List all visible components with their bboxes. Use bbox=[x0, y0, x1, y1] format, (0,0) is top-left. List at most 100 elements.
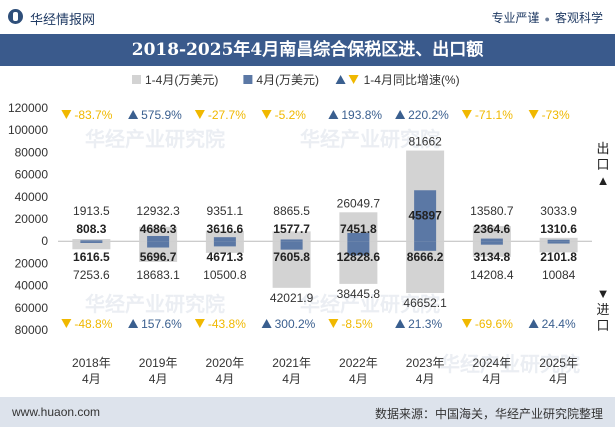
export-growth-item: -71.1% bbox=[461, 108, 513, 122]
import-month-bar bbox=[414, 241, 437, 251]
export-month-label: 7451.8 bbox=[340, 222, 377, 236]
import-cumulative-label: 42021.9 bbox=[270, 291, 314, 305]
x-tick-label: 2021年 4月 bbox=[272, 356, 311, 386]
import-month-label: 5696.7 bbox=[140, 250, 177, 264]
y-tick-label: 0 bbox=[41, 234, 48, 248]
export-cumulative-bar bbox=[472, 226, 511, 242]
export-month-label: 45897 bbox=[408, 209, 442, 223]
import-month-label: 12828.6 bbox=[337, 250, 381, 264]
export-month-label: 3616.6 bbox=[207, 222, 244, 236]
growth-rate-label: 193.8% bbox=[341, 108, 382, 122]
growth-rate-label: -69.6% bbox=[475, 317, 513, 331]
import-cumulative-label: 46652.1 bbox=[403, 296, 447, 310]
x-tick-label: 2025年 4月 bbox=[539, 356, 578, 386]
legend-item: 1-4月(万美元) bbox=[132, 73, 218, 87]
import-cumulative-bar bbox=[72, 241, 111, 250]
export-month-label: 4686.3 bbox=[140, 222, 177, 236]
export-month-label: 1577.7 bbox=[273, 222, 310, 236]
import-side-label: ▼进口 bbox=[596, 286, 609, 333]
top-bar: 华经情报网 专业严谨 ● 客观科学 bbox=[0, 0, 615, 34]
data-labels: 1913.5 808.3 1616.5 7253.6 12932.3 4686.3 5696… bbox=[73, 135, 577, 310]
import-cumulative-label: 18683.1 bbox=[136, 268, 180, 282]
export-month-bar bbox=[280, 239, 303, 242]
footer: www.huaon.com 数据来源：中国海关，华经产业研究院整理 bbox=[0, 397, 615, 427]
import-growth-item: 21.3% bbox=[395, 317, 442, 331]
footer-website: www.huaon.com bbox=[12, 405, 101, 419]
down-triangle-icon bbox=[61, 110, 72, 119]
export-growth-item: -73% bbox=[528, 108, 570, 122]
growth-rate-label: 21.3% bbox=[408, 317, 442, 331]
growth-rate-label: -71.1% bbox=[475, 108, 513, 122]
export-month-bar bbox=[414, 190, 437, 242]
import-cumulative-label: 10500.8 bbox=[203, 268, 247, 282]
slogan-tag-2: 客观科学 bbox=[554, 11, 603, 25]
export-month-bar bbox=[147, 235, 170, 242]
export-cumulative-bar bbox=[72, 239, 111, 242]
growth-rate-label: 24.4% bbox=[542, 317, 576, 331]
import-month-bar bbox=[480, 241, 503, 245]
export-growth-item: -27.7% bbox=[194, 108, 246, 122]
x-tick-label: 2019年 4月 bbox=[139, 356, 178, 386]
x-axis: 2018年 4月 2019年 4月 2020年 4月 2021年 4月 2022年 4月 2023年… bbox=[72, 356, 578, 386]
legend-down-triangle-icon bbox=[348, 75, 359, 84]
export-growth-item: 193.8% bbox=[328, 108, 382, 122]
export-month-label: 808.3 bbox=[76, 222, 106, 236]
y-tick-label: 40000 bbox=[15, 190, 49, 204]
export-cumulative-label: 3033.9 bbox=[540, 204, 577, 218]
side-labels: 出口▲ ▼进口 bbox=[596, 141, 609, 333]
up-triangle-icon bbox=[528, 319, 539, 328]
growth-rates: -83.7% 575.9% -27.7% -5.2% 193.8% 220.2% -71.1… bbox=[61, 108, 576, 331]
growth-rate-label: 300.2% bbox=[275, 317, 316, 331]
x-tick-label: 2023年 4月 bbox=[406, 356, 445, 386]
export-month-bar bbox=[547, 239, 570, 242]
y-tick-label: 60000 bbox=[15, 301, 49, 315]
import-growth-item: -8.5% bbox=[328, 317, 373, 331]
y-tick-label: 100000 bbox=[8, 123, 48, 137]
down-triangle-icon bbox=[261, 110, 272, 119]
export-cumulative-bar bbox=[205, 230, 244, 242]
y-tick-label: 40000 bbox=[15, 279, 49, 293]
export-growth-item: -83.7% bbox=[61, 108, 113, 122]
watermark-text: 华经产业研究院 bbox=[85, 292, 225, 316]
y-tick-label: 60000 bbox=[15, 168, 49, 182]
import-cumulative-label: 7253.6 bbox=[73, 268, 110, 282]
legend-label: 1-4月(万美元) bbox=[145, 73, 218, 87]
export-month-bar bbox=[80, 240, 103, 242]
export-cumulative-bar bbox=[272, 231, 311, 242]
import-cumulative-label: 14208.4 bbox=[470, 268, 514, 282]
import-cumulative-label: 10084 bbox=[542, 268, 576, 282]
import-growth-item: -43.8% bbox=[194, 317, 246, 331]
export-month-bar bbox=[347, 232, 370, 242]
up-triangle-icon bbox=[395, 110, 406, 119]
export-cumulative-label: 13580.7 bbox=[470, 204, 514, 218]
import-month-label: 1616.5 bbox=[73, 250, 110, 264]
slogan-separator: ● bbox=[544, 14, 550, 24]
up-triangle-icon bbox=[261, 319, 272, 328]
import-month-bar bbox=[80, 241, 103, 243]
huajing-logo-icon bbox=[8, 9, 23, 24]
export-cumulative-label: 26049.7 bbox=[337, 196, 381, 210]
y-tick-label: 20000 bbox=[15, 256, 49, 270]
import-cumulative-label: 38445.8 bbox=[337, 287, 381, 301]
x-tick-label: 2024年 4月 bbox=[473, 356, 512, 386]
export-cumulative-label: 8865.5 bbox=[273, 204, 310, 218]
down-triangle-icon bbox=[194, 319, 205, 328]
import-month-label: 2101.8 bbox=[540, 250, 577, 264]
growth-rate-label: -27.7% bbox=[208, 108, 246, 122]
x-tick-label: 2018年 4月 bbox=[72, 356, 111, 386]
import-month-bar bbox=[147, 241, 170, 248]
growth-rate-label: -73% bbox=[542, 108, 570, 122]
y-tick-label: 80000 bbox=[15, 323, 49, 337]
legend-swatch-month bbox=[243, 75, 253, 84]
import-month-bar bbox=[547, 241, 570, 244]
export-cumulative-label: 12932.3 bbox=[136, 204, 180, 218]
growth-rate-label: -5.2% bbox=[275, 108, 307, 122]
down-triangle-icon bbox=[61, 319, 72, 328]
legend-label: 1-4月同比增速(%) bbox=[364, 73, 460, 87]
import-cumulative-bar bbox=[472, 241, 511, 257]
import-month-label: 3134.8 bbox=[474, 250, 511, 264]
legend-swatch-cumulative bbox=[132, 75, 141, 84]
watermark-text: 华经产业研究院 bbox=[85, 127, 225, 151]
